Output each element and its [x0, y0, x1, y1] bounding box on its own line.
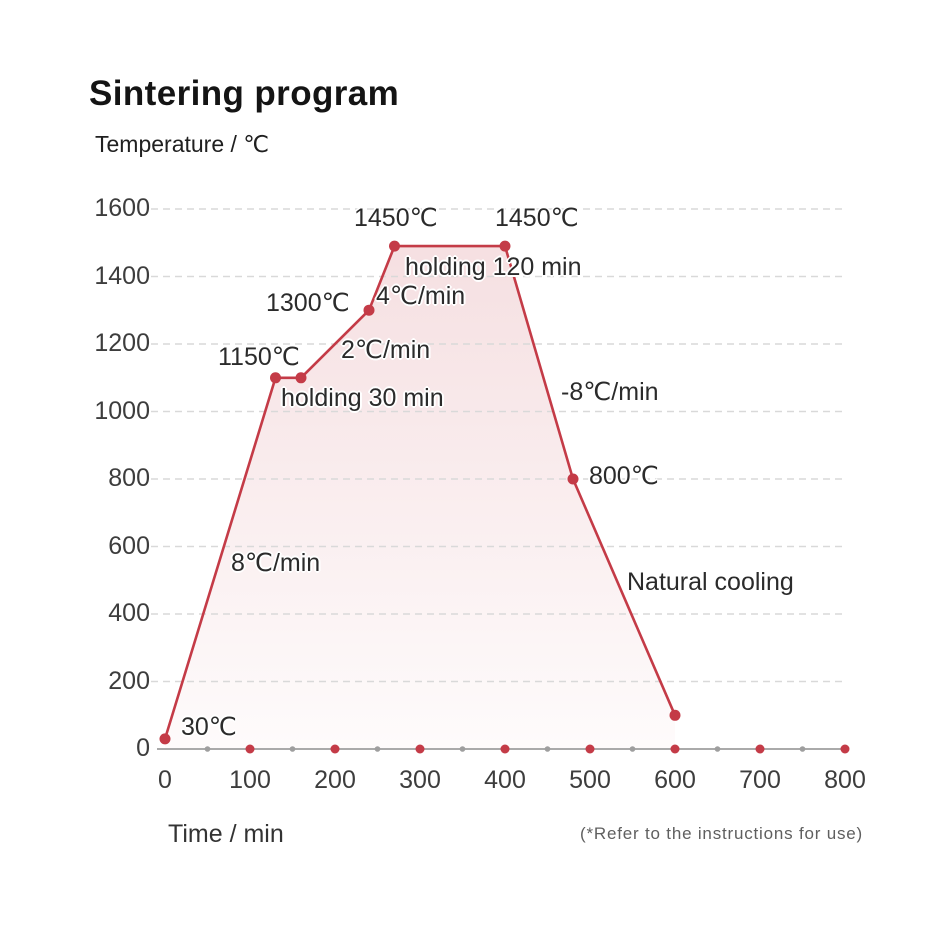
annotation-label: holding 30 min: [281, 384, 444, 412]
x-tick-label: 300: [399, 766, 441, 794]
axis-major-dot: [670, 744, 680, 754]
annotation-label: 8℃/min: [231, 549, 321, 577]
axis-major-dot: [330, 744, 340, 754]
axis-minor-dot: [544, 746, 551, 752]
annotation-label: 1150℃: [218, 343, 300, 371]
data-point-dot: [363, 304, 375, 316]
axis-major-dot: [245, 744, 255, 754]
axis-minor-dot: [629, 746, 636, 752]
annotation-label: 1300℃: [266, 289, 350, 317]
x-tick-label: 500: [569, 766, 611, 794]
axis-major-dot: [840, 744, 850, 754]
x-tick-label: 800: [824, 766, 866, 794]
data-point-dot: [270, 372, 281, 384]
axis-major-dot: [755, 744, 765, 754]
axis-major-dot: [500, 744, 510, 754]
annotation-label: 2℃/min: [341, 336, 431, 364]
data-point-dot: [159, 733, 171, 745]
y-tick-label: 1200: [94, 329, 150, 357]
annotation-label: 4℃/min: [376, 282, 466, 310]
footnote: (*Refer to the instructions for use): [580, 824, 863, 843]
axis-major-dot: [585, 744, 595, 754]
axis-minor-dot: [204, 746, 211, 752]
y-tick-label: 200: [108, 666, 150, 695]
x-tick-label: 200: [314, 766, 356, 794]
x-tick-label: 400: [484, 766, 526, 794]
y-axis-title: Temperature / ℃: [95, 131, 270, 157]
annotation-label: 800℃: [589, 462, 659, 490]
y-tick-label: 1600: [94, 194, 150, 222]
axis-minor-dot: [714, 746, 721, 752]
y-tick-label: 400: [108, 599, 150, 627]
annotation-label: holding 120 min: [405, 253, 582, 281]
annotation-label: 1450℃: [354, 204, 438, 232]
y-tick-label: 1400: [94, 261, 150, 290]
axis-minor-dot: [799, 746, 806, 752]
data-point-dot: [499, 240, 511, 252]
x-tick-label: 700: [739, 766, 781, 794]
y-tick-label: 800: [108, 464, 150, 492]
x-axis-title: Time / min: [168, 820, 284, 848]
y-tick-label: 1000: [94, 396, 150, 425]
axis-minor-dot: [289, 746, 296, 752]
annotation-label: -8℃/min: [561, 378, 659, 406]
annotation-label: 1450℃: [495, 204, 579, 232]
y-tick-label: 0: [136, 734, 150, 762]
data-point-dot: [295, 372, 307, 384]
y-tick-label: 600: [108, 531, 150, 560]
data-point-dot: [567, 473, 579, 485]
curve-fill: [165, 246, 675, 749]
page-title: Sintering program: [89, 74, 400, 113]
x-tick-label: 0: [158, 766, 172, 794]
axis-minor-dot: [459, 746, 466, 752]
annotation-label: Natural cooling: [627, 568, 794, 596]
data-point-dot: [389, 240, 400, 252]
x-tick-label: 600: [654, 766, 696, 794]
annotation-label: 30℃: [181, 713, 237, 741]
axis-major-dot: [415, 744, 425, 754]
x-tick-label: 100: [229, 766, 271, 794]
axis-minor-dot: [374, 746, 381, 752]
data-point-dot: [669, 709, 681, 721]
